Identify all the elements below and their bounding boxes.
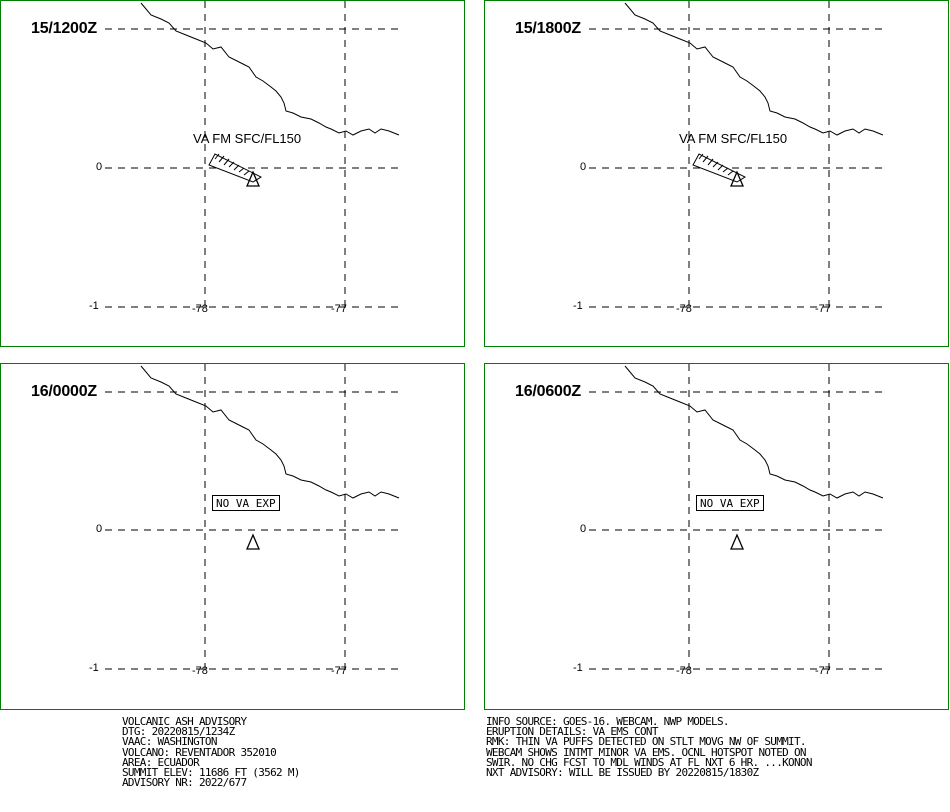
lat-label-0: 0 (580, 523, 587, 535)
panel-time: 16/0000Z (31, 383, 98, 400)
va-label: VA FM SFC/FL150 (679, 131, 788, 146)
va-label: VA FM SFC/FL150 (193, 131, 302, 146)
advisory-line: VOLCANO: REVENTADOR 352010 (122, 745, 277, 759)
forecast-panel-4: 16/0600Z NO VA EXP 0 -1 -78 -77 (484, 363, 949, 710)
panel-time: 16/0600Z (515, 383, 582, 400)
lat-label-minus1: -1 (89, 662, 99, 674)
no-va-expected-box: NO VA EXP (696, 495, 764, 511)
advisory-text-right: INFO SOURCE: GOES-16. WEBCAM. NWP MODELS… (486, 715, 812, 780)
coastline (140, 2, 400, 136)
lat-label-0: 0 (96, 523, 103, 535)
lon-label-78: -78 (192, 665, 208, 677)
lat-label-0: 0 (580, 161, 587, 173)
lon-label-78: -78 (676, 665, 692, 677)
advisory-line: SUMMIT ELEV: 11686 FT (3562 M) (122, 766, 300, 780)
advisory-line: DTG: 20220815/1234Z (122, 725, 235, 739)
lon-label-77: -77 (815, 665, 831, 677)
advisory-line: NXT ADVISORY: WILL BE ISSUED BY 20220815… (486, 766, 759, 780)
map-graphic-3 (105, 364, 401, 674)
advisory-line: VAAC: WASHINGTON (122, 735, 217, 749)
panel-time: 15/1200Z (31, 20, 98, 37)
coastline (624, 2, 884, 136)
coastline (624, 365, 884, 499)
map-graphic-2 (589, 1, 885, 311)
advisory-line: RMK: THIN VA PUFFS DETECTED ON STLT MOVG… (486, 735, 807, 749)
lat-label-minus1: -1 (89, 300, 99, 312)
coastline (140, 365, 400, 499)
advisory-line: SWIR. NO CHG FCST TO MDL WINDS AT FL NXT… (486, 755, 812, 769)
advisory-line: ADVISORY NR: 2022/677 (122, 776, 247, 790)
advisory-line: WEBCAM SHOWS INTMT MINOR VA EMS. OCNL HO… (486, 745, 807, 759)
lat-label-minus1: -1 (573, 300, 583, 312)
ash-area (692, 153, 747, 183)
advisory-line: INFO SOURCE: GOES-16. WEBCAM. NWP MODELS… (486, 715, 730, 728)
volcano-icon (246, 533, 260, 550)
map-graphic-4 (589, 364, 885, 674)
advisory-line: VOLCANIC ASH ADVISORY (122, 715, 247, 728)
advisory-line: ERUPTION DETAILS: VA EMS CONT (486, 725, 658, 739)
lon-label-77: -77 (815, 303, 831, 315)
map-graphic-1 (105, 1, 401, 311)
panel-time: 15/1800Z (515, 20, 582, 37)
no-va-expected-box: NO VA EXP (212, 495, 280, 511)
volcano-icon (730, 170, 744, 187)
lon-label-78: -78 (192, 303, 208, 315)
volcano-icon (730, 533, 744, 550)
forecast-panel-3: 16/0000Z NO VA EXP 0 -1 -78 -77 (0, 363, 465, 710)
forecast-panel-1: 15/1200Z VA FM SFC/FL150 0 -1 -78 -77 (0, 0, 465, 347)
lat-label-minus1: -1 (573, 662, 583, 674)
lon-label-77: -77 (331, 665, 347, 677)
volcano-icon (246, 170, 260, 187)
lon-label-77: -77 (331, 303, 347, 315)
ash-area (208, 153, 263, 183)
advisory-text-left: VOLCANIC ASH ADVISORY DTG: 20220815/1234… (122, 715, 300, 790)
lat-label-0: 0 (96, 161, 103, 173)
lon-label-78: -78 (676, 303, 692, 315)
forecast-panel-2: 15/1800Z VA FM SFC/FL150 0 -1 -78 -77 (484, 0, 949, 347)
advisory-line: AREA: ECUADOR (122, 755, 200, 769)
